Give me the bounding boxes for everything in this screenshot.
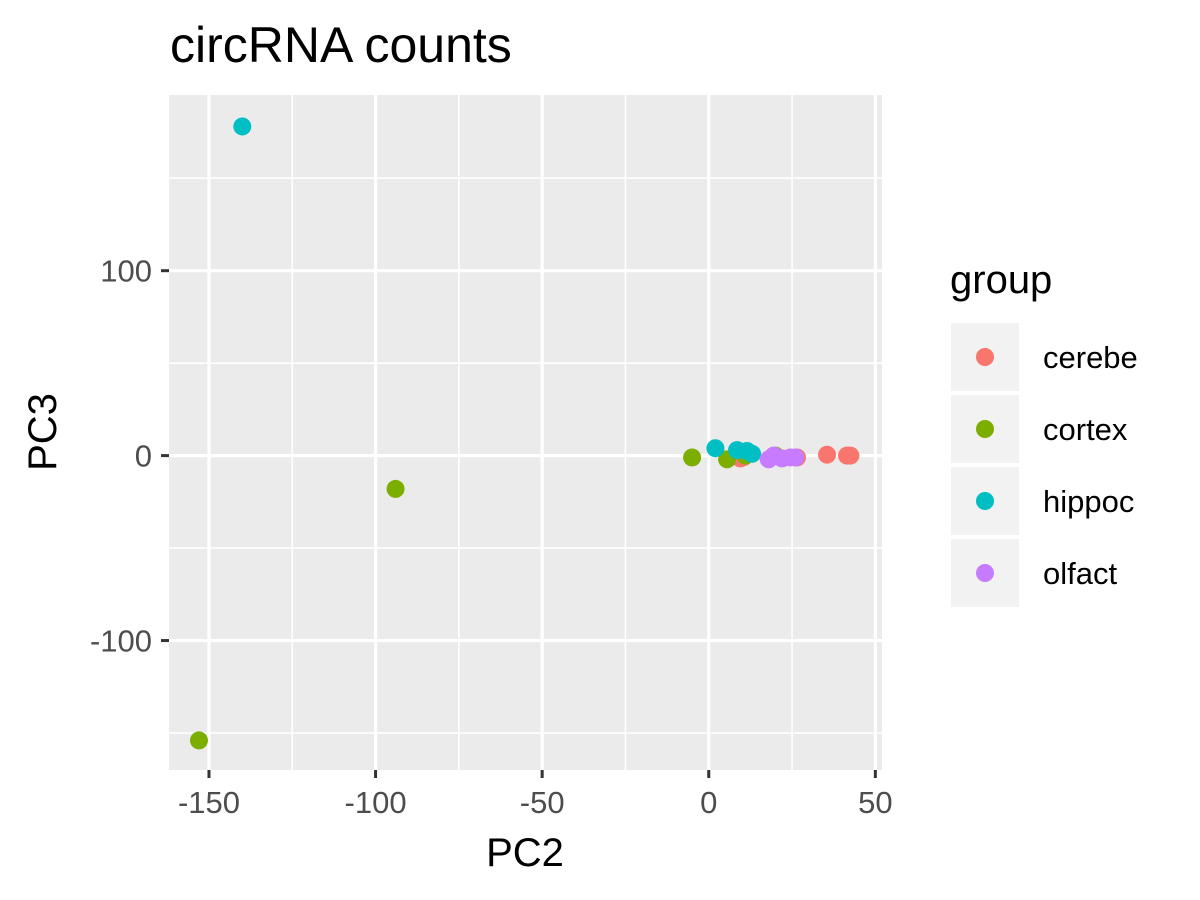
point-cortex xyxy=(683,448,702,467)
legend-label-cortex: cortex xyxy=(1043,412,1128,447)
legend-label-hippoc: hippoc xyxy=(1043,484,1134,519)
point-olfact xyxy=(786,448,805,467)
y-axis-title: PC3 xyxy=(21,393,65,471)
x-tick-label: -100 xyxy=(345,785,407,820)
x-tick-label: 50 xyxy=(858,785,892,820)
point-cerebe xyxy=(818,445,837,464)
legend-label-olfact: olfact xyxy=(1043,556,1117,591)
point-cortex xyxy=(386,479,405,498)
chart-title: circRNA counts xyxy=(170,17,512,73)
legend-title: group xyxy=(950,258,1052,302)
y-tick-label: 100 xyxy=(100,254,152,289)
legend-swatch-olfact xyxy=(976,564,994,582)
y-axis-ticks: -100 0 100 xyxy=(90,254,169,659)
y-tick-label: 0 xyxy=(135,439,152,474)
point-cortex xyxy=(189,731,208,750)
minor-gridlines xyxy=(169,95,882,770)
major-gridlines xyxy=(169,95,882,770)
legend-swatch-hippoc xyxy=(976,492,994,510)
point-hippoc xyxy=(706,439,725,458)
point-hippoc xyxy=(233,117,252,136)
legend-swatch-cortex xyxy=(976,420,994,438)
x-tick-label: -150 xyxy=(178,785,240,820)
x-tick-label: 0 xyxy=(700,785,717,820)
legend: group cerebe cortex hippoc olfact xyxy=(950,258,1138,607)
legend-swatch-cerebe xyxy=(976,348,994,366)
data-points xyxy=(189,117,860,750)
x-tick-label: -50 xyxy=(520,785,565,820)
point-hippoc xyxy=(743,444,762,463)
y-tick-label: -100 xyxy=(90,624,152,659)
x-axis-ticks: -150 -100 -50 0 50 xyxy=(178,770,893,820)
point-cerebe xyxy=(841,446,860,465)
x-axis-title: PC2 xyxy=(486,831,564,875)
plot-panel xyxy=(169,95,882,770)
legend-label-cerebe: cerebe xyxy=(1043,340,1138,375)
